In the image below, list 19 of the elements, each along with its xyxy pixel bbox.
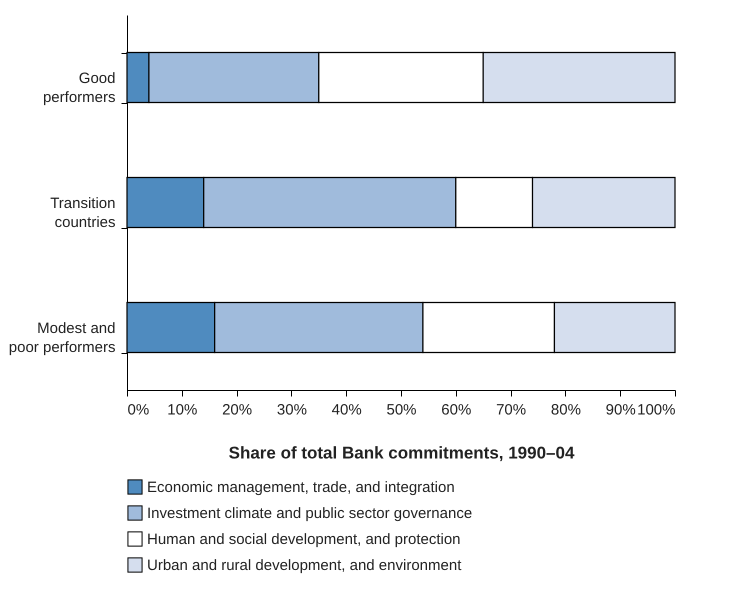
legend-label: Investment climate and public sector governance bbox=[147, 505, 472, 522]
x-tick-label: 100% bbox=[637, 402, 676, 418]
legend-label: Urban and rural development, and environment bbox=[147, 557, 462, 574]
y-tick-label: Transition countries bbox=[50, 195, 116, 231]
x-tick-label: 0% bbox=[128, 402, 150, 418]
x-tick-label: 30% bbox=[276, 402, 307, 418]
x-tick-label: 40% bbox=[332, 402, 362, 418]
y-tick-label: Modest and poor performers bbox=[8, 320, 116, 356]
x-tick-label: 20% bbox=[222, 402, 252, 418]
x-tick-label: 50% bbox=[386, 402, 417, 418]
legend-label: Human and social development, and protection bbox=[147, 531, 461, 548]
y-tick-label: Good performers bbox=[42, 70, 116, 106]
x-tick-label: 60% bbox=[441, 402, 472, 418]
x-tick-label: 70% bbox=[496, 402, 526, 418]
x-axis-title: Share of total Bank commitments, 1990–04 bbox=[228, 444, 575, 462]
x-tick-label: 80% bbox=[550, 402, 581, 418]
x-tick-label: 90% bbox=[606, 402, 636, 418]
legend-label: Economic management, trade, and integration bbox=[147, 479, 455, 496]
x-tick-label: 10% bbox=[167, 402, 198, 418]
